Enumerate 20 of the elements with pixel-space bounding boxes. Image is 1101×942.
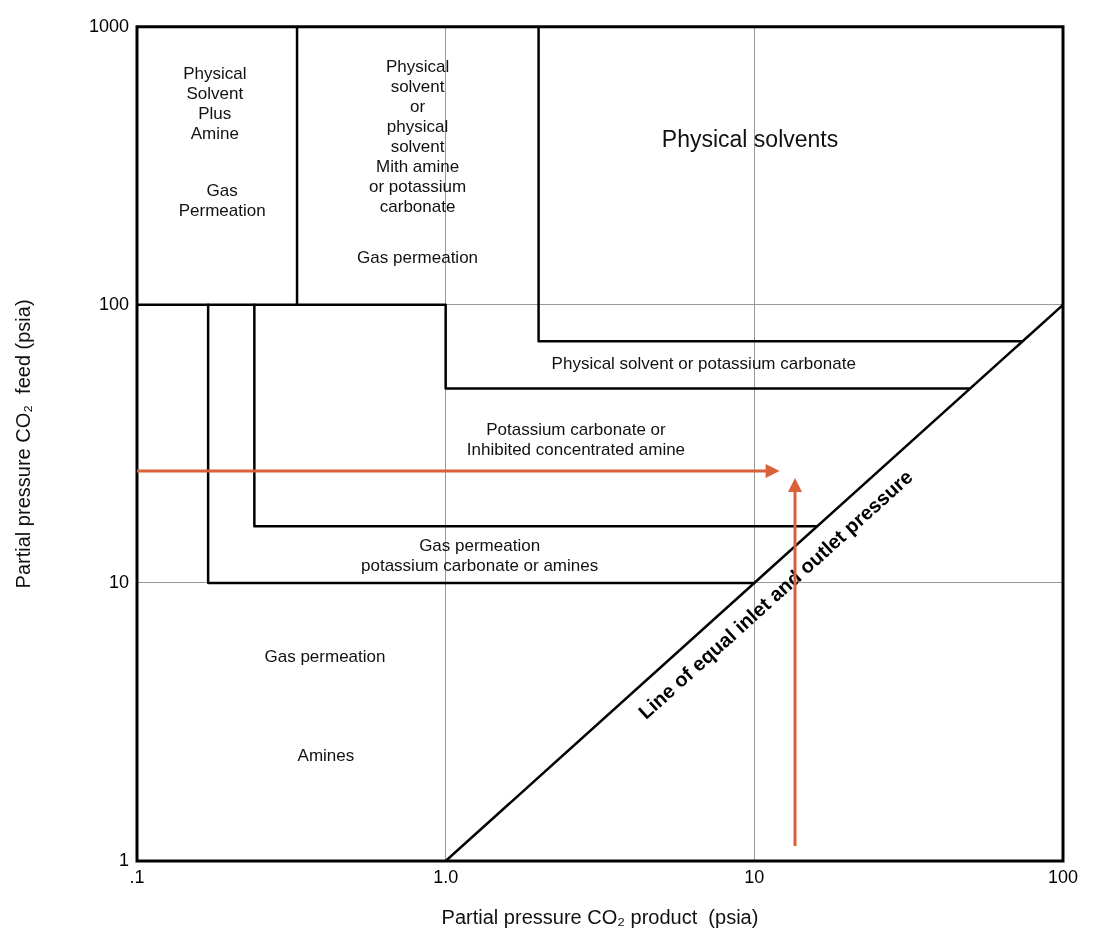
x-tick-label: 100 xyxy=(1047,866,1079,887)
annotation: Physical solvent or potassium carbonate xyxy=(551,353,856,373)
x-tick-label: 1.0 xyxy=(433,866,459,887)
y-tick-label: 1 xyxy=(118,849,129,870)
x-axis-title: Partial pressure CO₂ product (psia) xyxy=(441,905,759,928)
annotation: Physical solvent or physical solvent Mith amine or potassium carbonate xyxy=(368,56,467,216)
annotation: Amines xyxy=(297,746,355,766)
y-tick-label: 100 xyxy=(98,293,129,314)
annotation: Gas permeation xyxy=(264,647,386,667)
x-tick-label: .1 xyxy=(129,866,145,887)
annotation: Gas permeation potassium carbonate or amines xyxy=(361,536,599,576)
annotation: Physical Solvent Plus Amine xyxy=(183,64,247,144)
annotation: Potassium carbonate or Inhibited concentrated amine xyxy=(466,420,686,460)
y-axis-title: Partial pressure CO₂ feed (psia) xyxy=(11,299,34,589)
annotation: Gas Permeation xyxy=(178,180,266,220)
annotation: Gas permeation xyxy=(357,247,479,267)
annotation: Physical solvents xyxy=(661,126,839,153)
x-tick-label: 10 xyxy=(744,866,765,887)
y-tick-label: 10 xyxy=(108,571,129,592)
y-tick-label: 1000 xyxy=(88,15,129,36)
